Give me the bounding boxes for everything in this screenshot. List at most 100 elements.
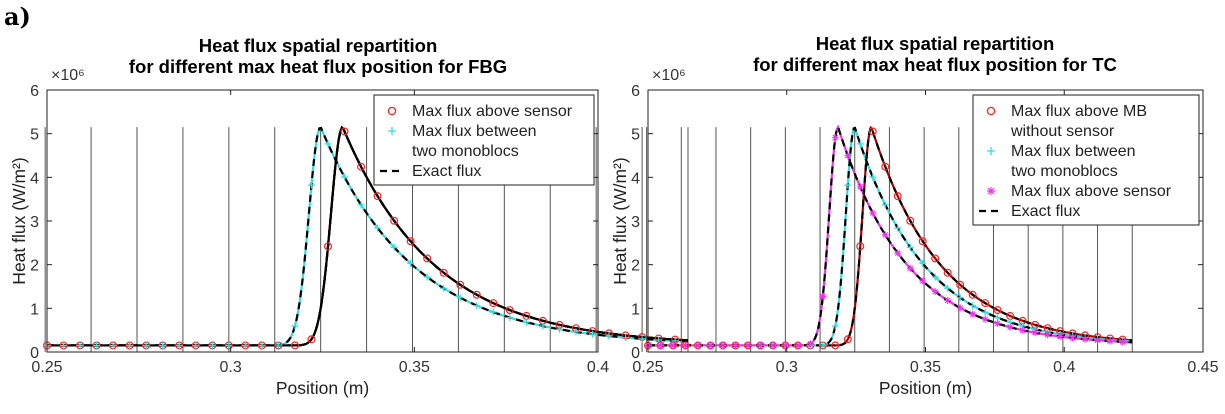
data-point [406, 237, 415, 246]
exact-flux-line [648, 124, 1133, 347]
data-point [856, 242, 865, 251]
data-point [906, 243, 914, 251]
y-tick-label: 3 [30, 214, 39, 231]
data-point [919, 260, 927, 268]
data-point [489, 299, 498, 308]
data-point [856, 140, 864, 148]
data-point [969, 310, 977, 318]
data-point [994, 320, 1002, 328]
data-point [944, 296, 952, 304]
data-point [806, 340, 814, 348]
data-point [969, 302, 977, 310]
data-point [258, 341, 266, 349]
legend-entry-label: two monoblocs [412, 143, 519, 160]
data-point [588, 330, 596, 338]
y-tick-label: 4 [30, 170, 39, 187]
x-tick-label: 0.25 [632, 359, 663, 376]
data-point [968, 290, 977, 299]
y-tick-label: 0 [631, 345, 640, 362]
y-tick-label: 1 [631, 301, 640, 318]
data-point [307, 335, 316, 344]
data-point [981, 299, 990, 308]
data-point [944, 284, 952, 292]
y-tick-label: 0 [30, 345, 39, 362]
data-point [994, 314, 1002, 322]
data-point [341, 173, 349, 181]
data-point [694, 341, 702, 349]
legend-marker [986, 106, 996, 116]
data-point [93, 341, 101, 349]
legend-entry-label: Exact flux [412, 163, 481, 180]
data-point [893, 192, 902, 201]
x-tick-label: 0.3 [220, 359, 242, 376]
data-point [1119, 338, 1127, 346]
x-axis-label: Position (m) [276, 378, 369, 398]
data-point [60, 341, 68, 349]
data-point [1094, 336, 1102, 344]
data-point [489, 308, 497, 316]
y-tick-label: 5 [631, 127, 640, 144]
data-point [881, 231, 889, 239]
data-point [572, 328, 580, 336]
chart-title-line: for different max heat flux position for… [753, 54, 1117, 75]
data-point [505, 306, 514, 315]
data-point [76, 341, 84, 349]
data-point [993, 306, 1002, 315]
data-point [274, 341, 282, 349]
data-point [456, 280, 465, 289]
chart-title-line: Heat flux spatial repartition [816, 33, 1055, 54]
data-point [669, 341, 677, 349]
data-point [931, 288, 939, 296]
exact-flux-line [648, 126, 1133, 347]
data-point [831, 322, 839, 330]
data-point [1106, 337, 1114, 345]
data-point [844, 181, 852, 189]
data-point [918, 237, 927, 246]
data-point [731, 341, 739, 349]
data-point [357, 162, 366, 171]
legend-entry-label: without sensor [1010, 123, 1115, 140]
data-point [869, 209, 877, 217]
data-point [390, 243, 398, 251]
y-tick-label: 1 [30, 301, 39, 318]
x-tick-label: 0.45 [1187, 359, 1218, 376]
y-tick-label: 2 [30, 258, 39, 275]
data-point [439, 268, 448, 277]
y-tick-label: 5 [30, 127, 39, 144]
data-point [981, 315, 989, 323]
data-point [126, 341, 134, 349]
legend-entry-label: Max flux between [412, 123, 537, 140]
chart-title-line: for different max heat flux position for… [129, 56, 507, 77]
data-point [956, 294, 964, 302]
data-point [522, 318, 530, 326]
x-tick-label: 0.25 [31, 359, 62, 376]
y-axis-label: Heat flux (W/m²) [610, 157, 630, 284]
data-point [109, 341, 117, 349]
x-tick-label: 0.35 [399, 359, 430, 376]
legend-box [972, 94, 1200, 226]
legend-marker [987, 147, 995, 155]
data-point [291, 322, 299, 330]
data-point [1044, 331, 1052, 339]
data-point [894, 224, 902, 232]
data-point [340, 127, 349, 136]
data-point [906, 264, 914, 272]
data-point [539, 322, 547, 330]
data-point [719, 341, 727, 349]
data-point [192, 341, 200, 349]
data-point [440, 284, 448, 292]
x-tick-label: 0.4 [1053, 359, 1075, 376]
data-point [931, 254, 940, 263]
data-point [473, 302, 481, 310]
legend-entry-label: Max flux between [1011, 143, 1136, 160]
data-point [407, 260, 415, 268]
data-point [324, 140, 332, 148]
data-point [1019, 326, 1027, 334]
data-point [744, 341, 752, 349]
data-point [1056, 333, 1064, 341]
data-point [819, 341, 827, 349]
data-point [843, 335, 852, 344]
data-point [869, 173, 877, 181]
